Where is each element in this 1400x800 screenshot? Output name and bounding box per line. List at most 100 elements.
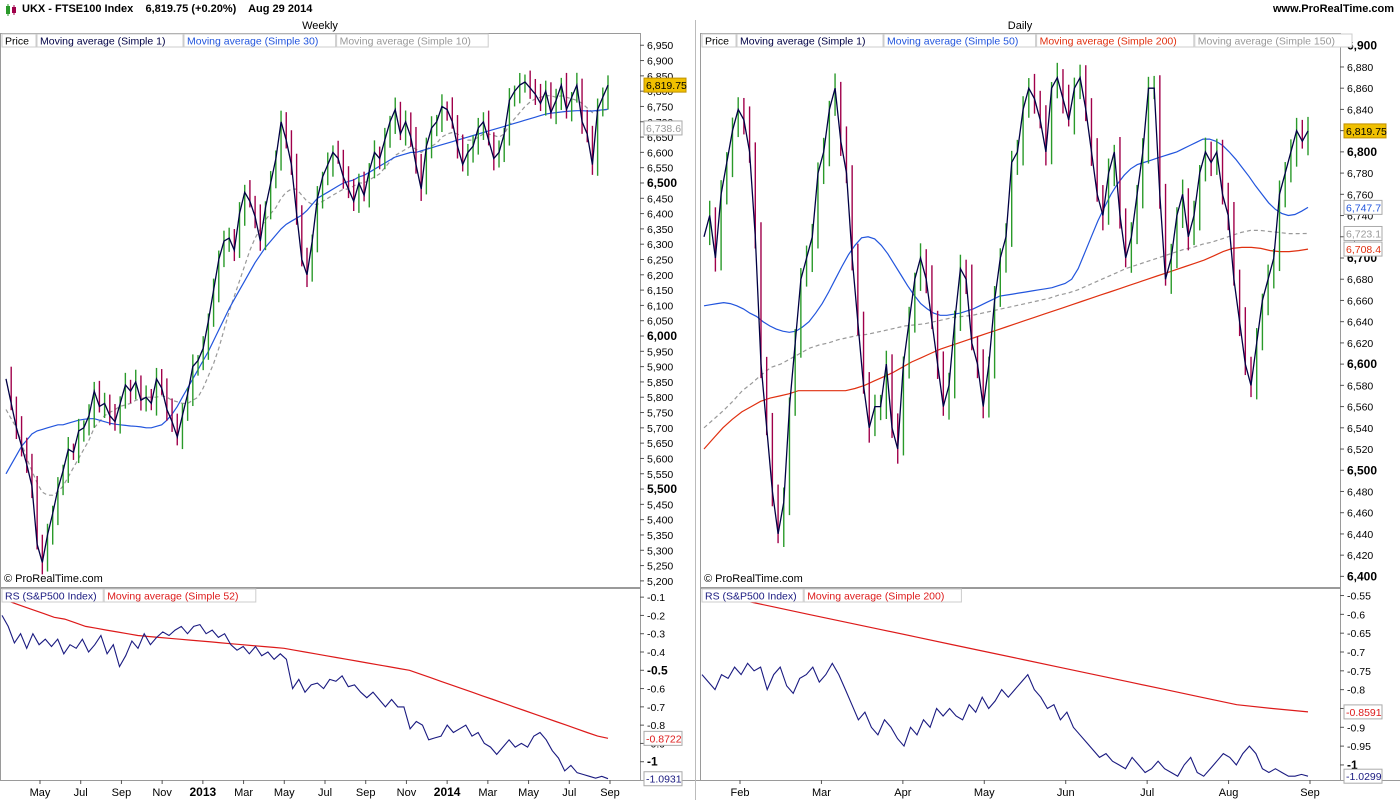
x-tick-label: May [518, 787, 539, 799]
weekly-legend-item: Moving average (Simple 30) [187, 36, 318, 48]
x-tick-label: Sep [356, 787, 376, 799]
price-line [703, 75, 1309, 535]
ma50-daily-line [703, 138, 1309, 333]
y-tick-label: 6,450 [647, 193, 673, 205]
y-tick-label: -0.6 [647, 684, 665, 696]
y-tick-label: -0.8 [647, 720, 665, 732]
y-tick-label: 6,050 [647, 316, 673, 328]
y-tick-label: 6,580 [1347, 380, 1373, 392]
ma10-weekly-line [5, 95, 609, 496]
y-tick-label: -0.95 [1347, 741, 1371, 753]
x-tick-label: Apr [894, 787, 911, 799]
y-tick-label: 6,800 [1347, 145, 1377, 159]
panel-frame [0, 33, 641, 588]
x-tick-label: Nov [397, 787, 417, 799]
y-tick-label: 6,400 [647, 209, 673, 221]
y-tick-label: 6,880 [1347, 62, 1373, 74]
x-tick-label: Jul [1140, 787, 1154, 799]
y-tick-label: 6,400 [1347, 569, 1377, 583]
y-tick-label: 5,450 [647, 499, 673, 511]
weekly-legend-item: Moving average (Simple 10) [340, 36, 471, 48]
y-tick-label: -0.3 [647, 629, 665, 641]
weekly-last-price: 6,819.75 [646, 80, 687, 92]
site-url: www.ProRealTime.com [1272, 3, 1394, 15]
weekly-legend-box [336, 33, 489, 48]
daily-ma50-value: 6,747.7 [1346, 202, 1381, 214]
top-bar: UKX - FTSE100 Index 6,819.75 (+0.20%) Au… [0, 0, 1400, 20]
y-tick-label: 6,660 [1347, 295, 1373, 307]
y-tick-label: 6,640 [1347, 317, 1373, 329]
rs-ma-daily-line [701, 591, 1309, 713]
weekly-legend-box [183, 33, 337, 48]
x-tick-label: Mar [234, 787, 253, 799]
x-tick-label: Jul [74, 787, 88, 799]
y-tick-label: 6,000 [647, 329, 677, 343]
y-tick-label: 6,600 [1347, 357, 1377, 371]
panel-frame [700, 33, 1341, 588]
daily-rs-legend-box [803, 588, 962, 603]
x-tick-label: Jul [318, 787, 332, 799]
x-tick-label: Jun [1057, 787, 1075, 799]
weekly-rs-legend-item: RS (S&P500 Index) [5, 591, 97, 603]
candlestick-logo-icon [6, 4, 16, 16]
y-tick-label: 6,780 [1347, 168, 1373, 180]
daily-panel-title: Daily [1007, 20, 1033, 32]
y-tick-label: 6,900 [1347, 39, 1377, 53]
daily-legend-item: Moving average (Simple 50) [887, 36, 1018, 48]
weekly-rs-legend-item: Moving average (Simple 52) [107, 591, 238, 603]
y-tick-label: 6,420 [1347, 550, 1373, 562]
weekly-ma10-value-bg [643, 120, 683, 136]
daily-legend-box [1036, 33, 1195, 48]
y-tick-label: -0.5 [647, 663, 668, 677]
y-tick-label: 6,680 [1347, 274, 1373, 286]
daily-rs-legend-item: Moving average (Simple 200) [807, 591, 944, 603]
x-tick-label: Sep [600, 787, 620, 799]
daily-rs-ma-value: -0.8591 [1346, 707, 1382, 719]
y-tick-label: -0.55 [1347, 591, 1371, 603]
y-tick-label: -0.65 [1347, 628, 1371, 640]
y-tick-label: 6,250 [647, 254, 673, 266]
daily-rs-legend-item: RS (S&P500 Index) [705, 591, 797, 603]
y-tick-label: 5,200 [647, 576, 673, 588]
daily-legend-box [701, 33, 737, 48]
daily-rs-ma-value-bg [1343, 704, 1383, 720]
daily-rs-legend-box [701, 588, 804, 603]
x-tick-label: Sep [112, 787, 132, 799]
ticker-title: UKX - FTSE100 Index 6,819.75 (+0.20%) Au… [22, 3, 313, 15]
y-tick-label: 5,350 [647, 530, 673, 542]
daily-rs-value: -1.0299 [1346, 771, 1382, 783]
y-tick-label: 5,400 [647, 515, 673, 527]
y-tick-label: -0.1 [647, 592, 665, 604]
weekly-legend-item: Price [5, 36, 29, 48]
x-tick-label: Mar [812, 787, 831, 799]
ma150-daily-line [703, 229, 1309, 429]
weekly-legend-item: Moving average (Simple 1) [40, 36, 165, 48]
x-tick-label: Mar [478, 787, 497, 799]
weekly-rs-ma-value-bg [643, 730, 683, 746]
rs-daily-line [701, 662, 1309, 777]
y-tick-label: 6,500 [1347, 463, 1377, 477]
daily-legend-item: Moving average (Simple 200) [1040, 36, 1177, 48]
ma200-daily-line [703, 246, 1309, 450]
y-tick-label: 6,520 [1347, 444, 1373, 456]
y-tick-label: 6,150 [647, 285, 673, 297]
y-tick-label: 5,600 [647, 453, 673, 465]
y-tick-label: 5,650 [647, 438, 673, 450]
weekly-legend-box [1, 33, 37, 48]
weekly-rs-value: -1.0931 [646, 774, 682, 786]
y-tick-label: -0.6 [1347, 609, 1365, 621]
daily-ma50-value-bg [1343, 199, 1383, 215]
x-tick-label: Nov [152, 787, 172, 799]
daily-ma200-value: 6,708.4 [1346, 244, 1381, 256]
daily-legend-item: Price [705, 36, 729, 48]
y-tick-label: -0.75 [1347, 666, 1371, 678]
y-tick-label: 6,550 [647, 163, 673, 175]
y-tick-label: 5,900 [647, 362, 673, 374]
rs-weekly-line [1, 615, 609, 780]
daily-ma150-value-bg [1343, 225, 1383, 241]
y-tick-label: 6,300 [647, 239, 673, 251]
y-tick-label: 6,900 [647, 56, 673, 68]
y-tick-label: 6,480 [1347, 486, 1373, 498]
y-tick-label: 6,860 [1347, 83, 1373, 95]
